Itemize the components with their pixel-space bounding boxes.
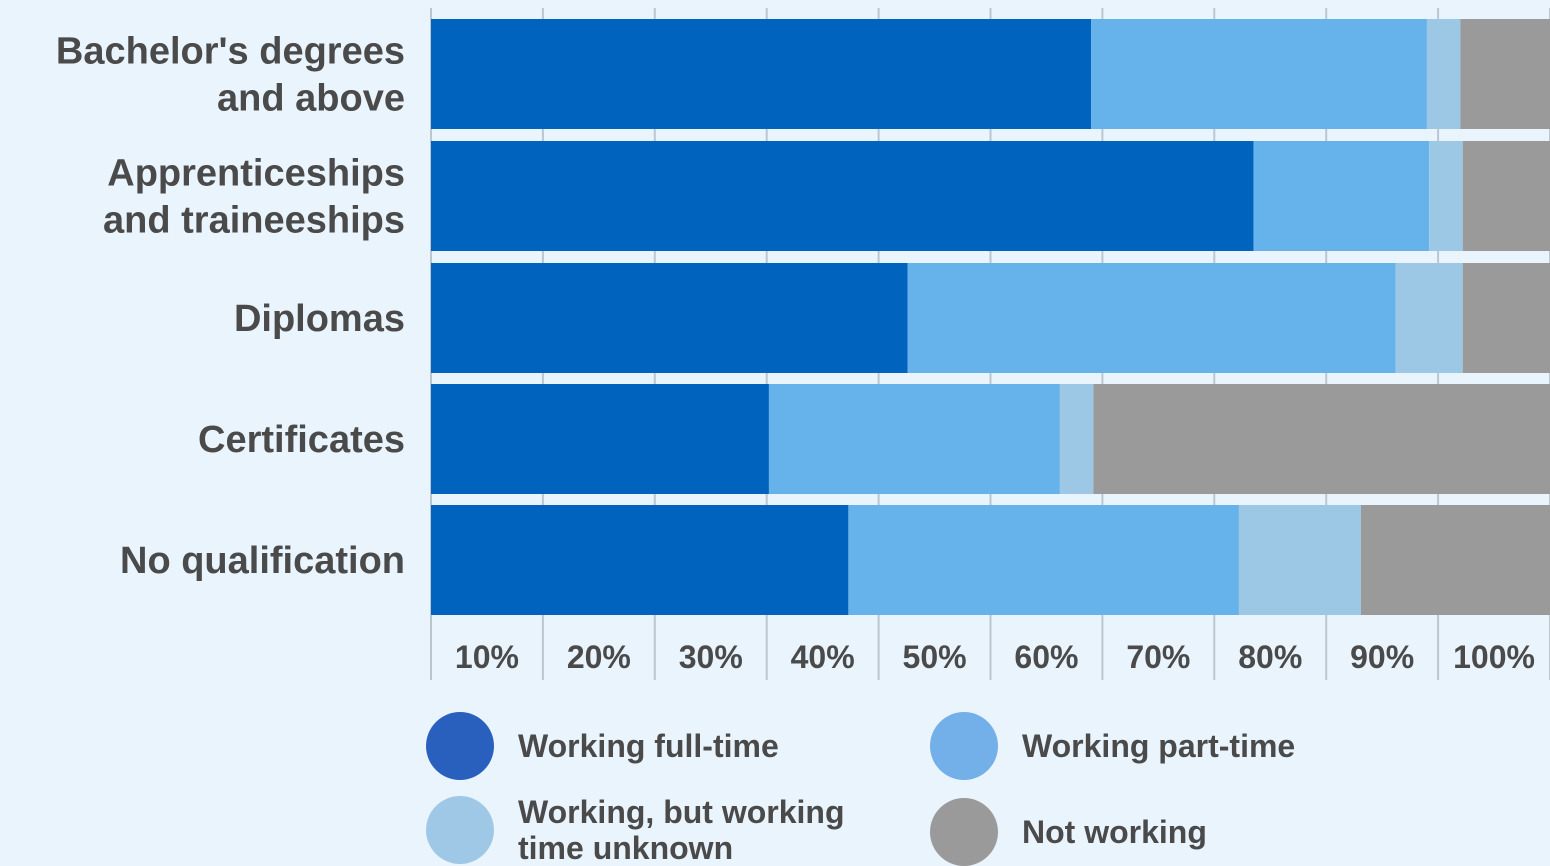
category-label-apprenticeships-and-traineeships: Apprenticeships and traineeships: [103, 153, 405, 242]
x-tick-label-20: 20%: [567, 639, 631, 675]
x-tick-labels: 10% 20% 30% 40% 50% 60% 70% 80% 90% 100%: [455, 639, 1535, 675]
category-labels: Bachelor's degrees and above Apprenticeshi…: [56, 31, 405, 583]
bar-apprenticeships-and-traineeships-working-but-working-time-unknown: [1429, 141, 1463, 251]
category-label-no-qualification: No qualification: [120, 540, 405, 582]
x-tick-label-60: 60%: [1014, 639, 1078, 675]
legend-item-not-working: Not working: [930, 798, 1402, 866]
bar-no-qualification-working-full-time: [431, 505, 849, 615]
x-tick-label-80: 80%: [1238, 639, 1302, 675]
bar-certificates-working-part-time: [768, 384, 1060, 494]
bar-certificates-working-but-working-time-unknown: [1059, 384, 1094, 494]
legend: Working full-time Working part-time Work…: [426, 710, 1546, 866]
legend-label-working-time-unknown: Working, but working time unknown: [518, 794, 845, 866]
bar-apprenticeships-and-traineeships-not-working: [1462, 141, 1550, 251]
bar-bachelor-s-degrees-and-above-working-part-time: [1091, 19, 1427, 129]
bar-bachelor-s-degrees-and-above-working-full-time: [431, 19, 1092, 129]
legend-swatch-not-working: [930, 798, 998, 866]
legend-item-working-time-unknown: Working, but working time unknown: [426, 794, 898, 866]
bar-diplomas-working-full-time: [431, 263, 908, 373]
category-label-bachelor-s-degrees-and-above: Bachelor's degrees and above: [56, 31, 405, 120]
bar-certificates-working-full-time: [431, 384, 769, 494]
bar-diplomas-not-working: [1462, 263, 1550, 373]
bars: [431, 19, 1550, 615]
legend-label-working-part-time: Working part-time: [1022, 728, 1296, 764]
legend-item-working-part-time: Working part-time: [930, 712, 1402, 780]
x-tick-label-30: 30%: [679, 639, 743, 675]
legend-swatch-working-time-unknown: [426, 796, 494, 864]
bar-diplomas-working-part-time: [907, 263, 1396, 373]
x-tick-label-100: 100%: [1453, 639, 1535, 675]
bar-bachelor-s-degrees-and-above-not-working: [1460, 19, 1550, 129]
x-tick-label-40: 40%: [791, 639, 855, 675]
bar-bachelor-s-degrees-and-above-working-but-working-time-unknown: [1426, 19, 1461, 129]
bar-certificates-not-working: [1093, 384, 1550, 494]
bar-apprenticeships-and-traineeships-working-part-time: [1253, 141, 1430, 251]
legend-swatch-working-full-time: [426, 712, 494, 780]
x-tick-label-10: 10%: [455, 639, 519, 675]
bar-no-qualification-working-part-time: [848, 505, 1239, 615]
x-tick-label-50: 50%: [903, 639, 967, 675]
category-label-diplomas: Diplomas: [234, 298, 405, 340]
bar-no-qualification-not-working: [1360, 505, 1550, 615]
x-tick-label-90: 90%: [1350, 639, 1414, 675]
legend-swatch-working-part-time: [930, 712, 998, 780]
bar-diplomas-working-but-working-time-unknown: [1395, 263, 1463, 373]
legend-label-not-working: Not working: [1022, 814, 1207, 850]
legend-item-working-full-time: Working full-time: [426, 712, 898, 780]
x-tick-label-70: 70%: [1126, 639, 1190, 675]
legend-label-working-full-time: Working full-time: [518, 728, 779, 764]
category-label-certificates: Certificates: [198, 419, 405, 461]
bar-apprenticeships-and-traineeships-working-full-time: [431, 141, 1254, 251]
bar-no-qualification-working-but-working-time-unknown: [1238, 505, 1361, 615]
